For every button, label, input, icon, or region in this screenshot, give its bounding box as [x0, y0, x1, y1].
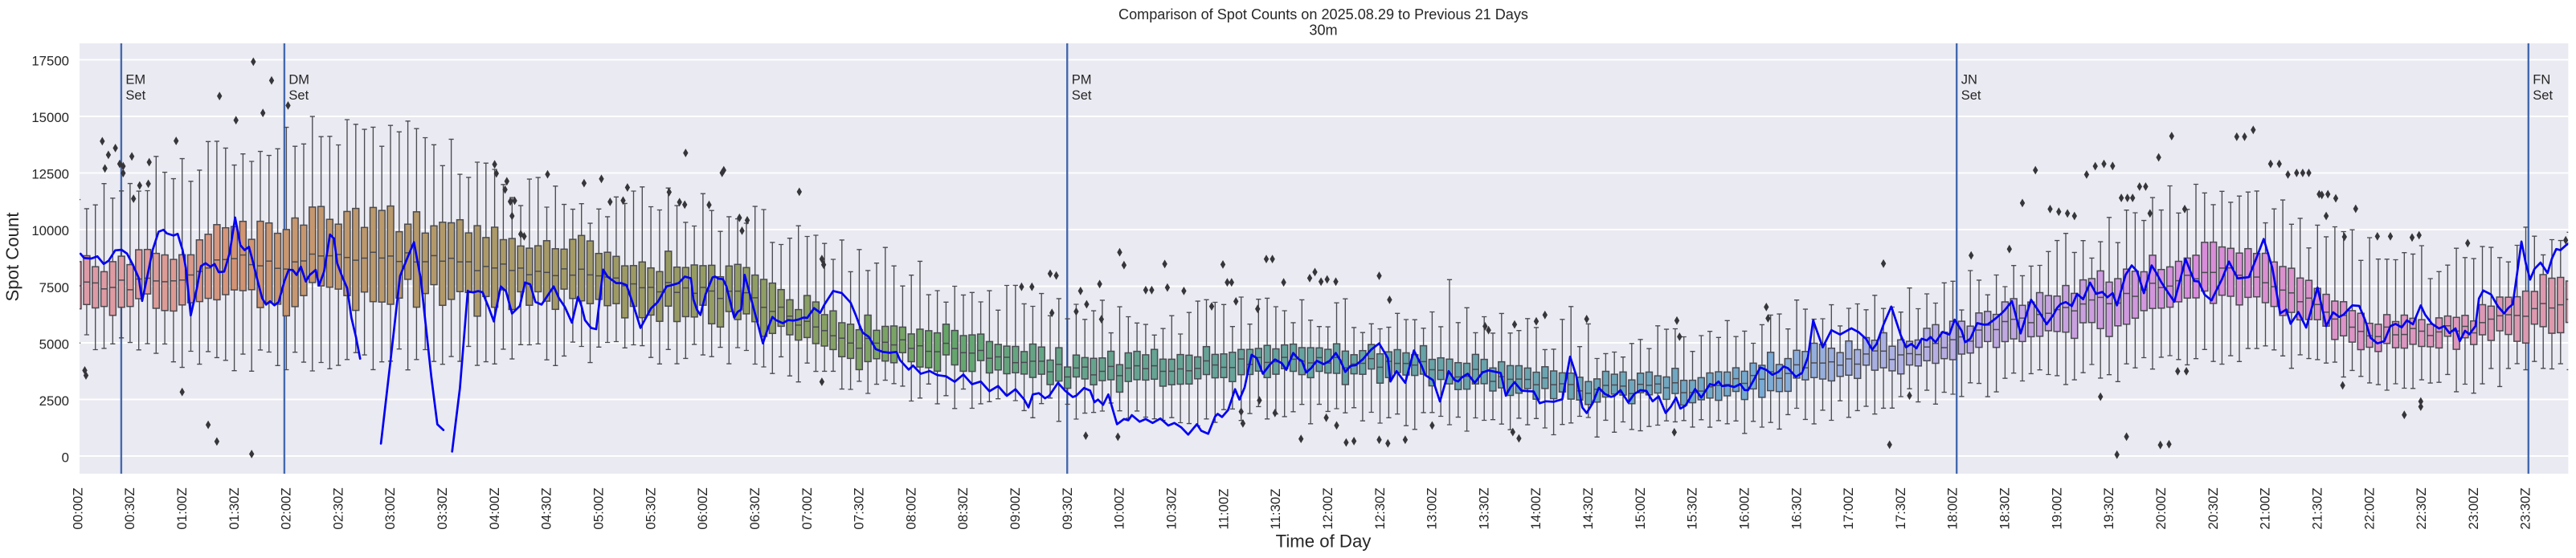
svg-text:JN: JN	[1961, 73, 1977, 88]
svg-text:07:00Z: 07:00Z	[799, 487, 815, 529]
svg-text:06:00Z: 06:00Z	[695, 487, 710, 529]
svg-text:10:00Z: 10:00Z	[1112, 487, 1127, 529]
svg-text:08:30Z: 08:30Z	[955, 487, 971, 529]
svg-text:07:30Z: 07:30Z	[852, 487, 867, 529]
svg-text:17500: 17500	[31, 54, 69, 69]
svg-text:Set: Set	[2533, 88, 2553, 103]
svg-text:06:30Z: 06:30Z	[747, 487, 763, 529]
svg-text:10000: 10000	[31, 223, 69, 238]
svg-text:09:00Z: 09:00Z	[1008, 487, 1023, 529]
svg-text:17:30Z: 17:30Z	[1893, 487, 1908, 529]
svg-text:22:00Z: 22:00Z	[2361, 487, 2377, 529]
svg-text:05:30Z: 05:30Z	[643, 487, 658, 529]
svg-text:11:00Z: 11:00Z	[1216, 489, 1231, 530]
svg-text:19:00Z: 19:00Z	[2049, 487, 2064, 529]
svg-text:Set: Set	[125, 88, 145, 103]
svg-text:02:00Z: 02:00Z	[279, 487, 294, 529]
svg-text:01:00Z: 01:00Z	[174, 487, 190, 529]
svg-text:14:30Z: 14:30Z	[1580, 487, 1596, 529]
svg-text:17:00Z: 17:00Z	[1841, 487, 1856, 529]
svg-text:11:30Z: 11:30Z	[1268, 489, 1283, 530]
svg-text:0: 0	[62, 450, 69, 465]
svg-text:15:30Z: 15:30Z	[1685, 487, 1700, 529]
svg-text:14:00Z: 14:00Z	[1528, 487, 1544, 529]
svg-text:04:00Z: 04:00Z	[487, 487, 502, 529]
svg-text:Set: Set	[1072, 88, 1092, 103]
svg-text:Spot Count: Spot Count	[2, 212, 22, 301]
svg-text:15000: 15000	[31, 110, 69, 125]
svg-text:18:00Z: 18:00Z	[1945, 487, 1961, 529]
svg-text:04:30Z: 04:30Z	[539, 487, 554, 529]
svg-text:03:30Z: 03:30Z	[435, 487, 450, 529]
svg-text:Time of Day: Time of Day	[1276, 531, 1372, 551]
svg-text:DM: DM	[288, 73, 309, 88]
svg-text:16:30Z: 16:30Z	[1789, 487, 1804, 529]
svg-text:21:30Z: 21:30Z	[2310, 487, 2325, 529]
svg-text:20:30Z: 20:30Z	[2206, 487, 2221, 529]
svg-text:02:30Z: 02:30Z	[330, 487, 346, 529]
svg-text:21:00Z: 21:00Z	[2258, 487, 2273, 529]
svg-text:00:30Z: 00:30Z	[122, 487, 137, 529]
svg-text:19:30Z: 19:30Z	[2101, 487, 2116, 529]
svg-text:00:00Z: 00:00Z	[70, 487, 85, 529]
svg-text:20:00Z: 20:00Z	[2153, 487, 2169, 529]
svg-text:30m: 30m	[1309, 22, 1337, 39]
svg-text:05:00Z: 05:00Z	[591, 487, 607, 529]
svg-text:16:00Z: 16:00Z	[1737, 487, 1752, 529]
svg-text:22:30Z: 22:30Z	[2414, 487, 2429, 529]
svg-text:FN: FN	[2533, 73, 2550, 88]
svg-text:Comparison of Spot Counts on 2: Comparison of Spot Counts on 2025.08.29 …	[1118, 6, 1528, 22]
svg-text:10:30Z: 10:30Z	[1164, 487, 1180, 529]
svg-text:Set: Set	[288, 88, 309, 103]
svg-text:13:30Z: 13:30Z	[1476, 487, 1491, 529]
svg-text:5000: 5000	[39, 336, 69, 352]
svg-text:23:00Z: 23:00Z	[2466, 487, 2481, 529]
svg-text:7500: 7500	[39, 280, 69, 295]
svg-text:2500: 2500	[39, 393, 69, 409]
svg-text:Set: Set	[1961, 88, 1981, 103]
svg-text:18:30Z: 18:30Z	[1997, 487, 2013, 529]
svg-text:EM: EM	[125, 73, 145, 88]
svg-text:12500: 12500	[31, 167, 69, 182]
svg-text:09:30Z: 09:30Z	[1060, 487, 1075, 529]
svg-text:03:00Z: 03:00Z	[382, 487, 398, 529]
svg-text:23:30Z: 23:30Z	[2518, 487, 2533, 529]
svg-text:01:30Z: 01:30Z	[227, 487, 242, 529]
svg-text:12:30Z: 12:30Z	[1372, 487, 1388, 529]
svg-text:15:00Z: 15:00Z	[1633, 487, 1648, 529]
svg-text:12:00Z: 12:00Z	[1320, 487, 1335, 529]
svg-text:PM: PM	[1072, 73, 1092, 88]
svg-text:08:00Z: 08:00Z	[903, 487, 918, 529]
svg-text:13:00Z: 13:00Z	[1425, 487, 1440, 529]
